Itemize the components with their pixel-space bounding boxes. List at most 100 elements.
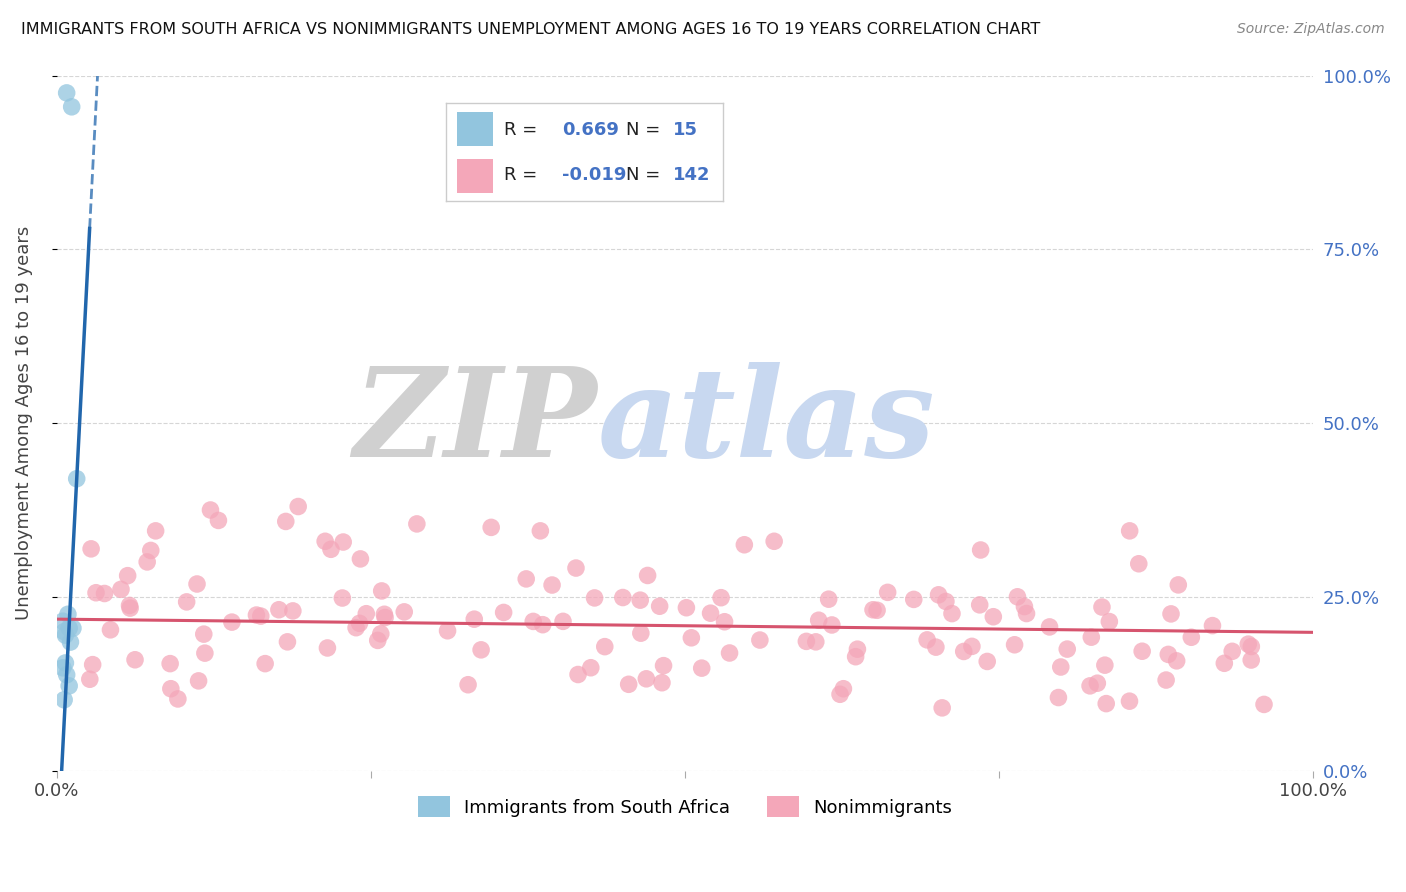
Point: [845, 649, 868, 664]
Point: [832, 681, 855, 696]
Point: [159, 657, 181, 671]
Point: [981, 609, 1004, 624]
Point: [636, 672, 658, 686]
Point: [976, 655, 998, 669]
Point: [821, 618, 844, 632]
Point: [139, 543, 162, 558]
Point: [281, 604, 304, 618]
Point: [314, 534, 336, 549]
Point: [374, 610, 396, 624]
Point: [928, 588, 950, 602]
Point: [866, 603, 889, 617]
Point: [124, 653, 146, 667]
Point: [370, 583, 392, 598]
Point: [349, 552, 371, 566]
Point: [55, 86, 77, 100]
Point: [804, 635, 827, 649]
Point: [935, 594, 957, 608]
Legend: Immigrants from South Africa, Nonimmigrants: Immigrants from South Africa, Nonimmigra…: [411, 789, 960, 824]
Point: [1128, 557, 1150, 571]
Point: [136, 555, 159, 569]
Point: [187, 673, 209, 688]
Text: ZIP: ZIP: [353, 362, 598, 483]
Point: [332, 535, 354, 549]
Point: [492, 606, 515, 620]
Point: [628, 593, 651, 607]
Point: [120, 601, 142, 615]
Point: [55, 667, 77, 681]
Point: [1015, 607, 1038, 621]
Point: [194, 646, 217, 660]
Point: [681, 631, 703, 645]
Point: [1091, 600, 1114, 615]
Point: [193, 627, 215, 641]
Point: [55, 628, 77, 642]
Point: [1220, 644, 1243, 658]
Point: [515, 572, 537, 586]
Text: Source: ZipAtlas.com: Source: ZipAtlas.com: [1237, 22, 1385, 37]
Point: [828, 687, 851, 701]
Point: [58, 679, 80, 693]
Point: [53, 693, 76, 707]
Text: IMMIGRANTS FROM SOUTH AFRICA VS NONIMMIGRANTS UNEMPLOYMENT AMONG AGES 16 TO 19 Y: IMMIGRANTS FROM SOUTH AFRICA VS NONIMMIG…: [21, 22, 1040, 37]
Point: [565, 561, 588, 575]
Point: [1078, 679, 1101, 693]
Point: [200, 503, 222, 517]
Point: [470, 643, 492, 657]
Point: [710, 591, 733, 605]
Point: [60, 100, 83, 114]
Point: [207, 513, 229, 527]
Point: [931, 701, 953, 715]
Point: [713, 615, 735, 629]
Point: [287, 500, 309, 514]
Point: [1240, 653, 1263, 667]
Point: [652, 658, 675, 673]
Point: [58, 621, 80, 635]
Point: [733, 538, 755, 552]
Point: [941, 607, 963, 621]
Point: [356, 607, 378, 621]
Point: [1085, 676, 1108, 690]
Point: [373, 607, 395, 622]
Point: [93, 586, 115, 600]
Point: [52, 661, 75, 675]
Point: [316, 640, 339, 655]
Point: [1056, 642, 1078, 657]
Point: [186, 577, 208, 591]
Point: [1237, 637, 1260, 651]
Point: [1004, 638, 1026, 652]
Point: [551, 615, 574, 629]
Point: [79, 672, 101, 686]
Point: [1253, 698, 1275, 712]
Point: [405, 516, 427, 531]
Point: [274, 515, 297, 529]
Point: [862, 603, 884, 617]
Point: [344, 621, 367, 635]
Point: [579, 661, 602, 675]
Point: [637, 568, 659, 582]
Point: [221, 615, 243, 629]
Point: [1157, 648, 1180, 662]
Point: [1095, 697, 1118, 711]
Point: [463, 612, 485, 626]
Point: [80, 541, 103, 556]
Point: [176, 595, 198, 609]
Point: [531, 617, 554, 632]
Point: [952, 644, 974, 658]
Point: [276, 635, 298, 649]
Point: [915, 632, 938, 647]
Point: [617, 677, 640, 691]
Point: [370, 627, 392, 641]
Point: [960, 640, 983, 654]
Point: [529, 524, 551, 538]
Point: [630, 626, 652, 640]
Point: [249, 609, 271, 624]
Y-axis label: Unemployment Among Ages 16 to 19 years: Unemployment Among Ages 16 to 19 years: [15, 226, 32, 620]
Point: [593, 640, 616, 654]
Point: [612, 591, 634, 605]
Point: [1047, 690, 1070, 705]
Point: [807, 613, 830, 627]
Point: [1160, 607, 1182, 621]
Point: [763, 534, 786, 549]
Point: [118, 599, 141, 613]
